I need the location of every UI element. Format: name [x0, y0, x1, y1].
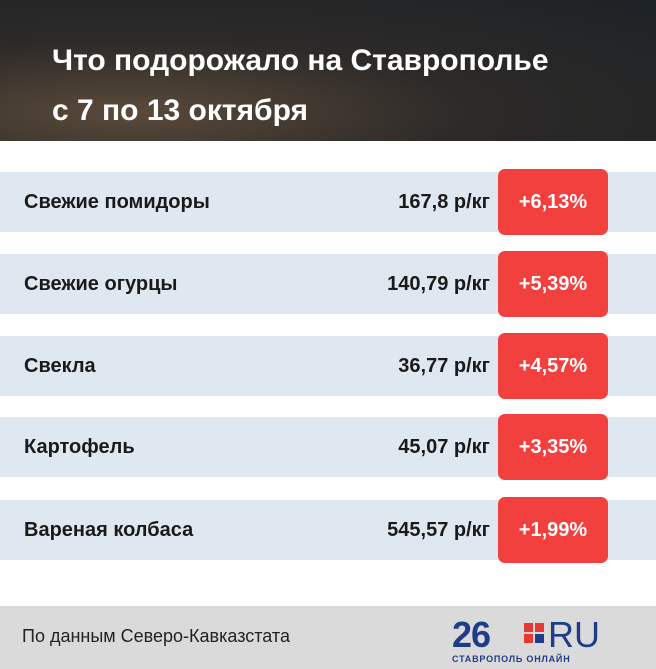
subtitle: с 7 по 13 октября: [52, 94, 309, 127]
price-change: +6,13%: [498, 169, 608, 235]
logo-domain: RU: [548, 614, 600, 655]
price-change: +4,57%: [498, 333, 608, 399]
logo-number: 26: [452, 614, 491, 655]
product-name: Свежие помидоры: [24, 191, 210, 213]
logo-mark: [524, 623, 544, 643]
table-row: Картофель 45,07 р/кг +3,35%: [0, 414, 656, 480]
title: Что подорожало на Ставрополье: [52, 44, 549, 77]
header: Что подорожало на Ставрополье с 7 по 13 …: [0, 0, 656, 141]
price-change: +5,39%: [498, 251, 608, 317]
product-price: 36,77 р/кг: [398, 355, 490, 377]
table-row: Свежие помидоры 167,8 р/кг +6,13%: [0, 169, 656, 235]
logo-tagline: СТАВРОПОЛЬ ОНЛАЙН: [452, 654, 571, 664]
product-price: 545,57 р/кг: [387, 519, 490, 541]
product-name: Картофель: [24, 436, 135, 458]
product-name: Свекла: [24, 355, 96, 377]
table-row: Свежие огурцы 140,79 р/кг +5,39%: [0, 251, 656, 317]
footer: По данным Северо-Кавказстата 26 RU СТАВР…: [0, 606, 656, 669]
table-row: Вареная колбаса 545,57 р/кг +1,99%: [0, 497, 656, 563]
table-row: Свекла 36,77 р/кг +4,57%: [0, 333, 656, 399]
price-change: +1,99%: [498, 497, 608, 563]
product-price: 167,8 р/кг: [398, 191, 490, 213]
product-name: Вареная колбаса: [24, 519, 194, 541]
product-price: 45,07 р/кг: [398, 436, 490, 458]
product-name: Свежие огурцы: [24, 273, 178, 295]
price-change: +3,35%: [498, 414, 608, 480]
product-price: 140,79 р/кг: [387, 273, 490, 295]
source: По данным Северо-Кавказстата: [22, 626, 290, 646]
